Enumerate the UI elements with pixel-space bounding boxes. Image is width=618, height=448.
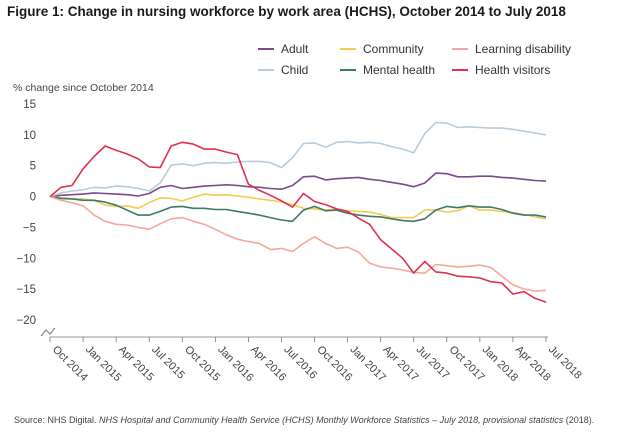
source-note: Source: NHS Digital. NHS Hospital and Co… — [14, 414, 609, 426]
y-tick-label: 5 — [30, 161, 36, 173]
legend-label: Mental health — [363, 63, 436, 77]
series-line-mental-health — [49, 195, 547, 223]
x-tick-label: Apr 2018 — [513, 344, 553, 384]
source-suffix: (2018). — [563, 415, 595, 425]
series-line-child — [49, 121, 547, 198]
legend-swatch — [452, 69, 468, 71]
source-prefix: Source: NHS Digital. — [14, 415, 100, 425]
x-tick-label: Apr 2016 — [248, 344, 288, 384]
x-tick-label: Apr 2017 — [381, 344, 421, 384]
legend-swatch — [258, 69, 274, 71]
legend-label: Adult — [281, 42, 309, 56]
legend-item-child: Child — [258, 63, 308, 77]
legend-label: Health visitors — [475, 63, 551, 77]
x-tick-label: Apr 2015 — [116, 344, 156, 384]
legend-label: Learning disability — [475, 42, 572, 56]
line-chart: % change since October 2014 −20 −15 −10 −5 0 5… — [13, 82, 584, 384]
x-tick-label: Oct 2015 — [182, 344, 222, 384]
y-tick-label: 0 — [30, 192, 36, 204]
series-line-adult — [49, 172, 547, 198]
y-tick-label: −15 — [16, 284, 36, 296]
legend-label: Child — [281, 63, 309, 77]
legend-item-mental-health: Mental health — [340, 63, 435, 77]
legend-swatch — [452, 48, 468, 50]
y-axis-label: % change since October 2014 — [13, 82, 154, 94]
y-tick-label: −5 — [23, 222, 36, 234]
legend-swatch — [340, 69, 356, 71]
legend-swatch — [340, 48, 356, 50]
y-tick-label: 15 — [23, 99, 36, 111]
source-publication: NHS Hospital and Community Health Servic… — [99, 415, 564, 425]
x-tick-label: Oct 2014 — [50, 344, 90, 384]
figure-title: Figure 1: Change in nursing workforce by… — [7, 4, 566, 19]
series-line-community — [49, 193, 547, 220]
series-line-learning-disability — [49, 195, 547, 292]
series-line-health-visitors — [49, 141, 547, 303]
legend-swatch — [258, 48, 274, 50]
x-tick-label: Oct 2016 — [314, 344, 354, 384]
legend-item-community: Community — [340, 42, 424, 56]
legend-item-health-visitors: Health visitors — [452, 63, 550, 77]
y-tick-label: −20 — [16, 315, 36, 327]
y-tick-label: 10 — [23, 130, 36, 142]
y-tick-label: −10 — [16, 253, 36, 265]
legend-item-learning-disability: Learning disability — [452, 42, 571, 56]
legend-label: Community — [363, 42, 424, 56]
legend-item-adult: Adult — [258, 42, 308, 56]
x-tick-label: Oct 2017 — [447, 344, 487, 384]
chart-legend: Adult Community Learning disability Child Me… — [258, 42, 608, 82]
axis-break-mark — [40, 327, 56, 337]
